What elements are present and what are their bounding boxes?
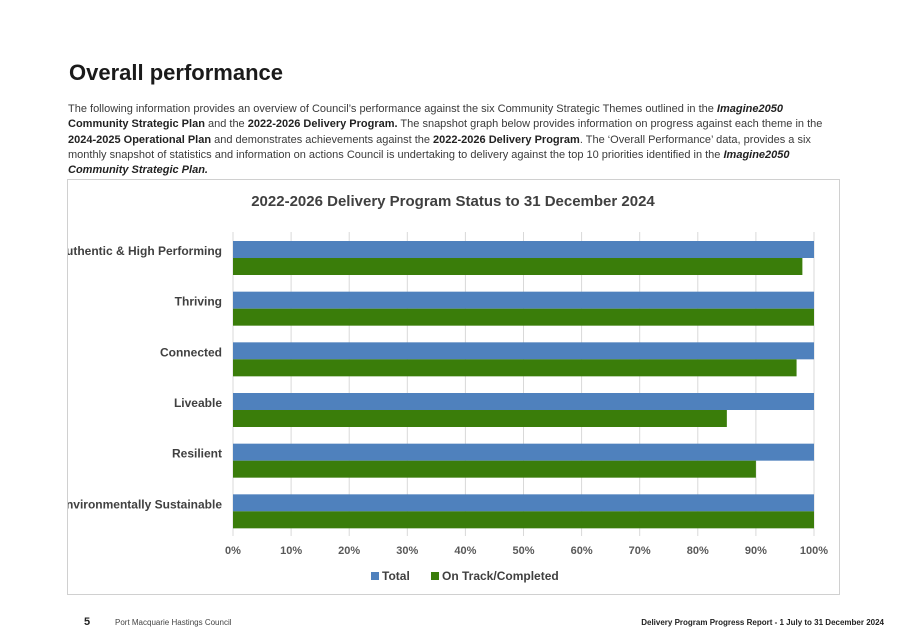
legend-label: Total [382,569,410,583]
bar-total [233,291,814,309]
category-label: Thriving [175,295,222,309]
intro-text-4: and demonstrates achievements against th… [211,133,434,146]
bar-total [233,393,814,410]
intro-paragraph: The following information provides an ov… [68,102,838,178]
page-title: Overall performance [69,60,283,85]
category-label: Connected [160,345,222,359]
bar-on-track [233,460,756,478]
chart-svg: 2022-2026 Delivery Program Status to 31 … [68,193,828,583]
category-label: Resilient [172,447,222,461]
bar-on-track [233,511,814,529]
chart-title: 2022-2026 Delivery Program Status to 31 … [251,193,655,210]
bar-on-track [233,308,814,326]
footer-report-title: Delivery Program Progress Report - 1 Jul… [641,618,884,627]
intro-bold-5: 2022-2026 Delivery Program [433,133,580,146]
x-tick-label: 10% [280,545,302,557]
bar-on-track [233,359,797,377]
x-tick-label: 0% [225,545,241,557]
intro-text-2: and the [204,118,248,131]
legend-label: On Track/Completed [442,569,559,583]
intro-bold-1: Imagine2050 Community Strategic Plan [68,103,783,131]
x-tick-label: 20% [338,545,360,557]
status-chart: 2022-2026 Delivery Program Status to 31 … [67,179,840,595]
intro-bold-6: Imagine2050 Community Strategic Plan. [68,148,790,177]
bar-total [233,342,814,360]
bar-on-track [233,410,727,427]
bar-total [233,443,814,461]
category-label: Authentic & High Performing [68,244,222,258]
intro-bold-3: 2022-2026 Delivery Program. [247,118,398,131]
x-tick-label: 40% [454,545,476,557]
bar-total [233,241,814,258]
x-tick-label: 30% [396,545,418,557]
bar-on-track [233,258,803,275]
category-label: Environmentally Sustainable [68,497,222,511]
category-label: Liveable [174,396,222,410]
x-tick-label: 60% [571,545,593,557]
intro-text-3: The snapshot graph below provides inform… [397,118,823,131]
intro-text-1: The following information provides an ov… [68,103,717,115]
x-tick-label: 80% [687,545,709,557]
footer-org: Port Macquarie Hastings Council [115,618,232,627]
legend-swatch [371,572,379,580]
intro-text-5: . The ‘Overall Performance’ data, provid… [68,133,811,161]
x-tick-label: 50% [512,545,534,557]
x-tick-label: 70% [629,545,651,557]
page-number: 5 [84,616,91,628]
x-tick-label: 90% [745,545,767,557]
legend-swatch [431,572,439,580]
intro-bold-4: 2024-2025 Operational Plan [68,133,212,146]
bar-total [233,494,814,512]
x-tick-label: 100% [800,545,828,557]
